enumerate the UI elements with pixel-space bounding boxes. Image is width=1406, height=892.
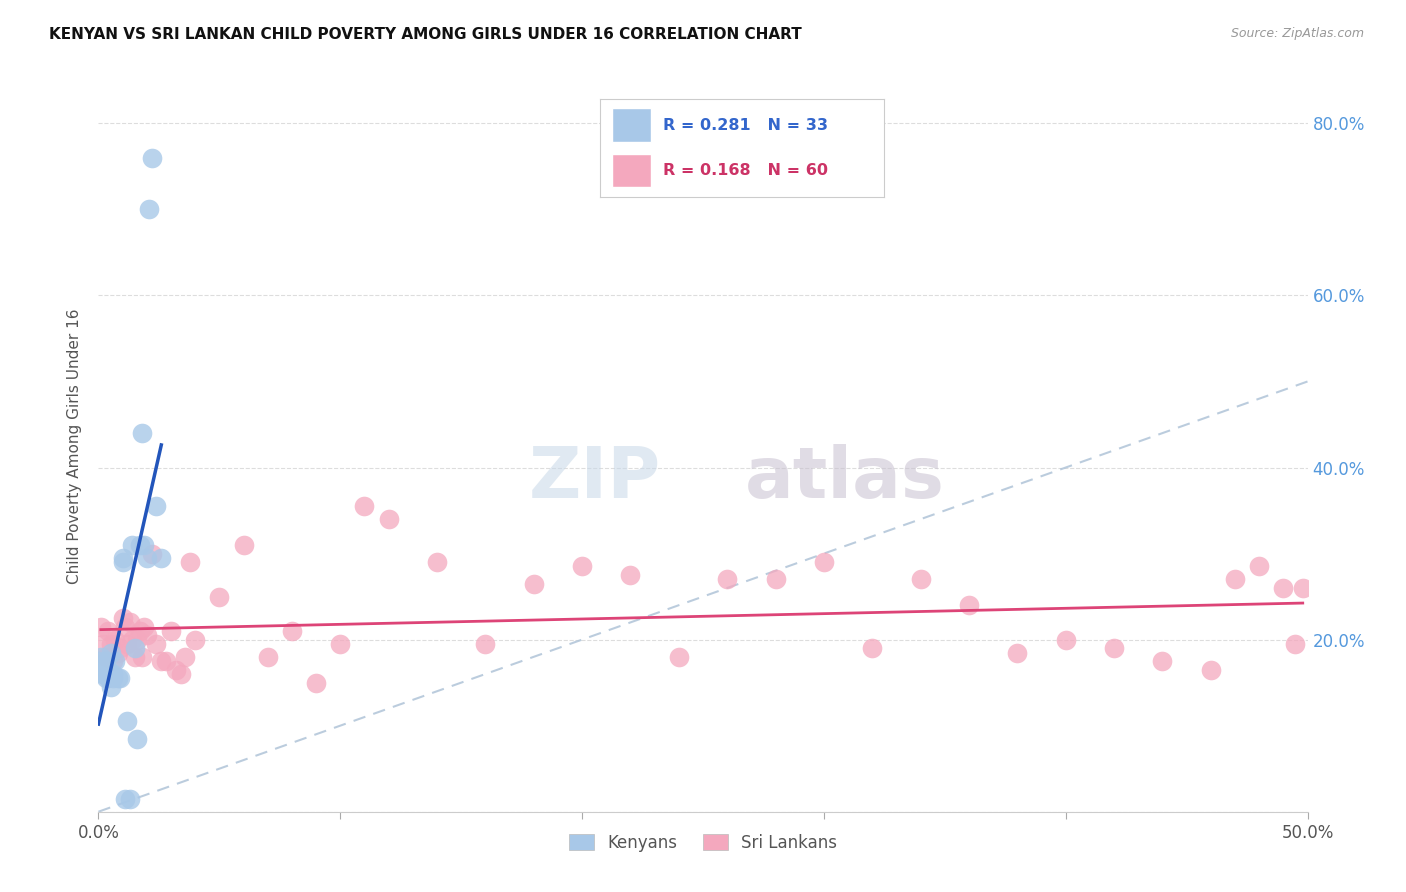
- Point: [141, 547, 163, 561]
- Point: [114, 620, 136, 634]
- Point: [169, 667, 191, 681]
- Point: [134, 538, 156, 552]
- Point: [101, 654, 124, 668]
- Point: [523, 576, 546, 591]
- Point: [141, 151, 163, 165]
- Point: [208, 590, 231, 604]
- Point: [813, 555, 835, 569]
- Point: [111, 611, 134, 625]
- Point: [1249, 559, 1271, 574]
- Point: [1152, 654, 1174, 668]
- Point: [104, 632, 127, 647]
- Point: [1272, 581, 1295, 595]
- Point: [91, 637, 114, 651]
- Point: [128, 624, 150, 638]
- Point: [118, 792, 141, 806]
- Point: [571, 559, 593, 574]
- Point: [101, 667, 124, 681]
- Point: [1292, 581, 1315, 595]
- Point: [165, 663, 187, 677]
- Point: [426, 555, 449, 569]
- Point: [94, 654, 117, 668]
- Point: [474, 637, 496, 651]
- Point: [91, 667, 114, 681]
- Point: [117, 637, 139, 651]
- Point: [118, 615, 141, 630]
- Point: [131, 426, 153, 441]
- Text: atlas: atlas: [745, 444, 945, 514]
- Point: [716, 573, 738, 587]
- Point: [90, 620, 112, 634]
- Point: [97, 663, 120, 677]
- Point: [150, 550, 173, 565]
- Point: [114, 792, 136, 806]
- Point: [97, 671, 120, 685]
- Point: [94, 663, 117, 677]
- Point: [184, 632, 207, 647]
- Text: ZIP: ZIP: [529, 444, 661, 514]
- Point: [910, 573, 932, 587]
- Point: [256, 649, 278, 664]
- Point: [107, 646, 129, 660]
- Point: [90, 663, 112, 677]
- Point: [281, 624, 304, 638]
- Point: [174, 649, 197, 664]
- Point: [121, 538, 143, 552]
- Legend: Kenyans, Sri Lankans: Kenyans, Sri Lankans: [562, 827, 844, 858]
- Point: [104, 654, 127, 668]
- Point: [100, 637, 122, 651]
- Point: [1223, 573, 1246, 587]
- Point: [1054, 632, 1077, 647]
- Point: [155, 654, 177, 668]
- Point: [100, 680, 122, 694]
- Point: [127, 731, 149, 746]
- Point: [305, 675, 328, 690]
- Point: [668, 649, 690, 664]
- Text: KENYAN VS SRI LANKAN CHILD POVERTY AMONG GIRLS UNDER 16 CORRELATION CHART: KENYAN VS SRI LANKAN CHILD POVERTY AMONG…: [49, 27, 801, 42]
- Point: [1102, 641, 1125, 656]
- Point: [145, 637, 167, 651]
- Point: [121, 632, 143, 647]
- Point: [108, 671, 131, 685]
- Point: [619, 568, 641, 582]
- Point: [100, 646, 122, 660]
- Point: [160, 624, 183, 638]
- Point: [765, 573, 787, 587]
- Point: [1199, 663, 1222, 677]
- Point: [131, 649, 153, 664]
- Point: [127, 632, 149, 647]
- Y-axis label: Child Poverty Among Girls Under 16: Child Poverty Among Girls Under 16: [67, 309, 83, 583]
- Point: [124, 649, 146, 664]
- Point: [957, 598, 980, 612]
- Point: [94, 671, 117, 685]
- Point: [111, 550, 134, 565]
- Point: [124, 641, 146, 656]
- Point: [87, 654, 110, 668]
- Point: [353, 500, 375, 514]
- Text: Source: ZipAtlas.com: Source: ZipAtlas.com: [1230, 27, 1364, 40]
- Point: [134, 620, 156, 634]
- Point: [135, 550, 157, 565]
- Point: [135, 628, 157, 642]
- Point: [1007, 646, 1029, 660]
- Point: [150, 654, 173, 668]
- Point: [1284, 637, 1306, 651]
- Point: [97, 624, 120, 638]
- Point: [329, 637, 352, 651]
- Point: [128, 538, 150, 552]
- Point: [145, 500, 167, 514]
- Point: [90, 649, 112, 664]
- Point: [101, 671, 124, 685]
- Point: [117, 714, 139, 729]
- Point: [111, 555, 134, 569]
- Point: [138, 202, 160, 217]
- Point: [91, 658, 114, 673]
- Point: [108, 641, 131, 656]
- Point: [94, 649, 117, 664]
- Point: [232, 538, 254, 552]
- Point: [179, 555, 201, 569]
- Point: [377, 512, 399, 526]
- Point: [107, 671, 129, 685]
- Point: [860, 641, 883, 656]
